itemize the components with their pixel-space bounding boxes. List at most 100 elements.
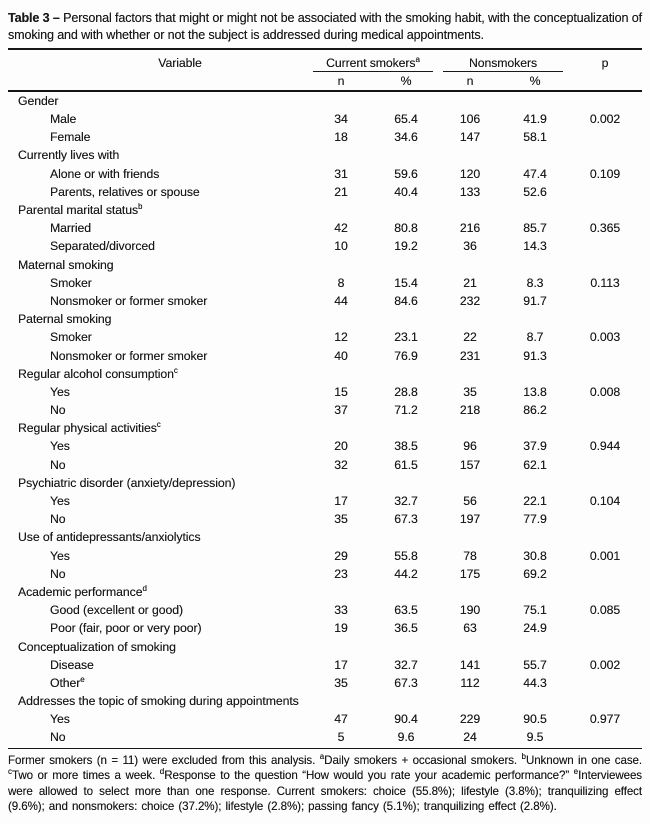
section-label: Paternal smoking — [18, 312, 112, 327]
cell-p-value — [568, 128, 642, 146]
cell-n-current: 8 — [337, 275, 345, 290]
cell-pct-current: 84.6 — [394, 293, 418, 308]
data-row: Nonsmoker or former smoker 44 84.6 232 91.7 — [8, 292, 642, 310]
row-label: No — [50, 512, 66, 527]
row-label: Yes — [50, 712, 70, 727]
cell-pct-current: 9.6 — [397, 730, 415, 745]
section-row: Currently lives with — [8, 146, 642, 164]
footnote: Former smokers (n = 11) were excluded fr… — [8, 747, 642, 815]
section-label: Gender — [18, 93, 59, 108]
cell-pct-current: 28.8 — [394, 384, 418, 399]
data-row: Parents, relatives or spouse 21 40.4 133 52.… — [8, 183, 642, 201]
cell-pct-current: 61.5 — [394, 457, 418, 472]
cell-n-current: 19 — [334, 621, 348, 636]
header-current-smokers-label: Current smokersa — [313, 55, 433, 72]
footnote-mark: b — [521, 751, 526, 761]
header-current-smokers: Current smokersa — [308, 50, 438, 72]
row-label: Yes — [50, 494, 70, 509]
data-row: Nonsmoker or former smoker 40 76.9 231 91.3 — [8, 346, 642, 364]
section-row: Gender — [8, 91, 642, 110]
cell-pct-current: 59.6 — [394, 166, 418, 181]
cell-n-current: 20 — [334, 439, 348, 454]
row-label: Smoker — [50, 275, 92, 290]
cell-n-nonsmokers: 231 — [459, 348, 481, 363]
row-label: Yes — [50, 548, 70, 563]
section-label: Academic performanced — [18, 583, 147, 599]
cell-n-nonsmokers: 35 — [463, 384, 477, 399]
header-group-row: Variable Current smokersa Nonsmokers p — [8, 50, 642, 72]
header-nonsmokers: Nonsmokers — [438, 50, 568, 72]
cell-n-current: 17 — [334, 657, 348, 672]
cell-n-current: 18 — [334, 130, 348, 145]
data-row: Yes 20 38.5 96 37.9 0.944 — [8, 437, 642, 455]
cell-pct-current: 40.4 — [394, 184, 418, 199]
cell-pct-current: 67.3 — [394, 675, 418, 690]
cell-n-current: 15 — [334, 384, 348, 399]
row-label: Disease — [50, 657, 94, 672]
row-label: Alone or with friends — [50, 166, 160, 181]
cell-n-nonsmokers: 24 — [463, 730, 477, 745]
cell-pct-nonsmokers: 37.9 — [523, 439, 547, 454]
cell-n-nonsmokers: 229 — [459, 712, 481, 727]
cell-n-nonsmokers: 56 — [463, 494, 477, 509]
header-pct-nonsmokers: % — [502, 71, 568, 92]
current-smokers-text: Current smokers — [326, 55, 416, 70]
row-label: Yes — [50, 384, 70, 399]
data-row: Poor (fair, poor or very poor) 19 36.5 63 24… — [8, 619, 642, 637]
cell-p-value: 0.008 — [589, 384, 621, 399]
cell-p-value: 0.113 — [590, 275, 620, 290]
cell-n-nonsmokers: 190 — [459, 603, 481, 618]
cell-n-current: 32 — [334, 457, 348, 472]
cell-n-current: 35 — [334, 675, 348, 690]
cell-p-value — [568, 292, 642, 310]
cell-pct-nonsmokers: 8.7 — [526, 330, 544, 345]
cell-n-nonsmokers: 120 — [459, 166, 481, 181]
cell-n-current: 40 — [334, 348, 348, 363]
row-label: Othere — [50, 674, 85, 690]
footnote-mark: c — [156, 420, 161, 430]
data-row: Yes 17 32.7 56 22.1 0.104 — [8, 492, 642, 510]
cell-p-value: 0.002 — [589, 657, 621, 672]
data-row: Othere 35 67.3 112 44.3 — [8, 674, 642, 692]
cell-n-nonsmokers: 22 — [463, 330, 477, 345]
cell-n-current: 47 — [334, 712, 348, 727]
header-subcolumn-row: n % n % — [8, 71, 642, 92]
cell-n-nonsmokers: 36 — [463, 239, 477, 254]
cell-pct-nonsmokers: 69.2 — [523, 566, 547, 581]
cell-pct-current: 32.7 — [394, 494, 418, 509]
data-row: Male 34 65.4 106 41.9 0.002 — [8, 110, 642, 128]
footnote-mark: b — [138, 201, 143, 211]
header-n-nonsmokers: n — [438, 71, 502, 92]
footnote-mark: a — [319, 751, 325, 761]
cell-pct-current: 76.9 — [394, 348, 418, 363]
cell-n-nonsmokers: 96 — [463, 439, 477, 454]
cell-p-value — [568, 401, 642, 419]
row-label: Separated/divorced — [50, 239, 155, 254]
cell-pct-nonsmokers: 52.6 — [523, 184, 547, 199]
cell-n-current: 12 — [334, 330, 348, 345]
header-variable: Variable — [158, 55, 202, 70]
footnote-mark: c — [8, 767, 12, 777]
data-row: Disease 17 32.7 141 55.7 0.002 — [8, 656, 642, 674]
footnote-mark: e — [573, 767, 579, 777]
header-p: p — [601, 55, 609, 70]
section-label: Conceptualization of smoking — [18, 639, 176, 654]
cell-p-value — [568, 183, 642, 201]
row-label: No — [50, 730, 66, 745]
row-label: Smoker — [50, 330, 92, 345]
cell-n-nonsmokers: 216 — [459, 221, 481, 236]
section-label: Currently lives with — [18, 148, 120, 163]
table-body: Gender Male 34 65.4 106 41.9 0.002 Female 18 34.6… — [8, 91, 642, 747]
cell-pct-current: 32.7 — [394, 657, 418, 672]
data-row: Female 18 34.6 147 58.1 — [8, 128, 642, 146]
cell-pct-nonsmokers: 47.4 — [523, 166, 547, 181]
cell-n-current: 42 — [334, 221, 348, 236]
cell-pct-nonsmokers: 8.3 — [526, 275, 544, 290]
data-row: No 32 61.5 157 62.1 — [8, 456, 642, 474]
cell-pct-current: 65.4 — [394, 112, 418, 127]
cell-n-nonsmokers: 106 — [459, 112, 481, 127]
cell-p-value — [568, 510, 642, 528]
cell-pct-nonsmokers: 62.1 — [523, 457, 547, 472]
cell-p-value — [568, 728, 642, 746]
cell-n-nonsmokers: 175 — [459, 566, 481, 581]
